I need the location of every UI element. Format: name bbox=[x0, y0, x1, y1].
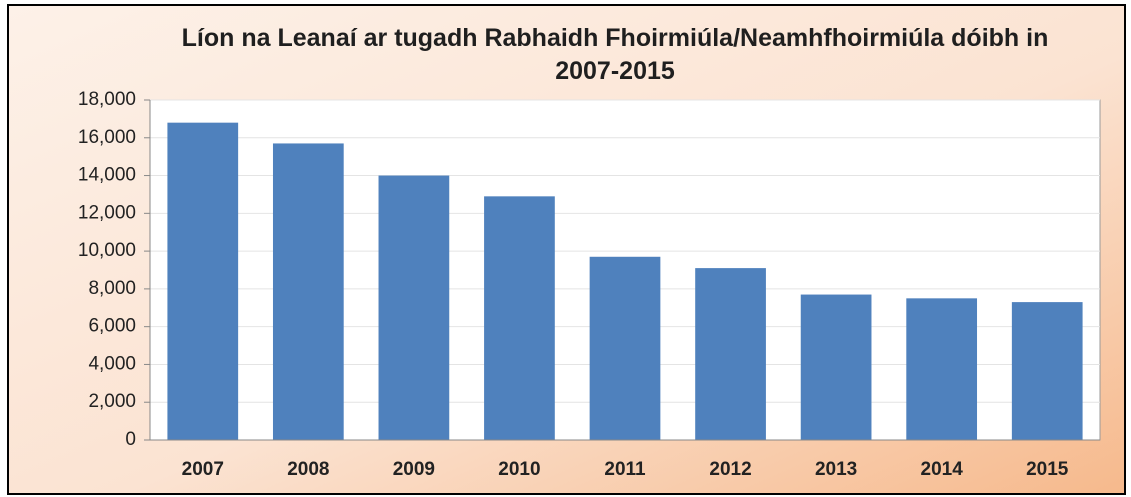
y-tick-label: 14,000 bbox=[78, 165, 136, 186]
y-tick-label: 8,000 bbox=[88, 278, 136, 299]
x-tick-label: 2012 bbox=[709, 459, 751, 480]
x-tick-label: 2013 bbox=[815, 459, 857, 480]
y-tick-label: 4,000 bbox=[88, 353, 136, 374]
x-tick-label: 2007 bbox=[182, 459, 224, 480]
x-tick-label: 2011 bbox=[604, 459, 646, 480]
x-tick-label: 2014 bbox=[921, 459, 964, 480]
bar bbox=[484, 196, 555, 440]
y-tick-label: 16,000 bbox=[78, 127, 136, 148]
bar bbox=[800, 294, 872, 440]
bar bbox=[378, 175, 450, 441]
bar bbox=[906, 298, 978, 440]
y-tick-label: 18,000 bbox=[78, 89, 136, 110]
y-tick-label: 2,000 bbox=[88, 391, 136, 412]
chart-title: Líon na Leanaí ar tugadh Rabhaidh Fhoirm… bbox=[181, 24, 1049, 85]
y-tick-label: 12,000 bbox=[78, 202, 136, 223]
y-tick-label: 0 bbox=[125, 429, 136, 450]
x-tick-label: 2009 bbox=[393, 459, 435, 480]
bar bbox=[272, 143, 344, 440]
x-tick-label: 2010 bbox=[498, 459, 540, 480]
y-tick-label: 10,000 bbox=[78, 240, 136, 261]
bar bbox=[1011, 302, 1083, 440]
x-tick-label: 2015 bbox=[1026, 459, 1069, 480]
y-tick-label: 6,000 bbox=[88, 316, 136, 337]
x-tick-label: 2008 bbox=[287, 459, 329, 480]
bar bbox=[589, 256, 661, 440]
bar bbox=[167, 122, 239, 441]
bar bbox=[695, 268, 766, 440]
